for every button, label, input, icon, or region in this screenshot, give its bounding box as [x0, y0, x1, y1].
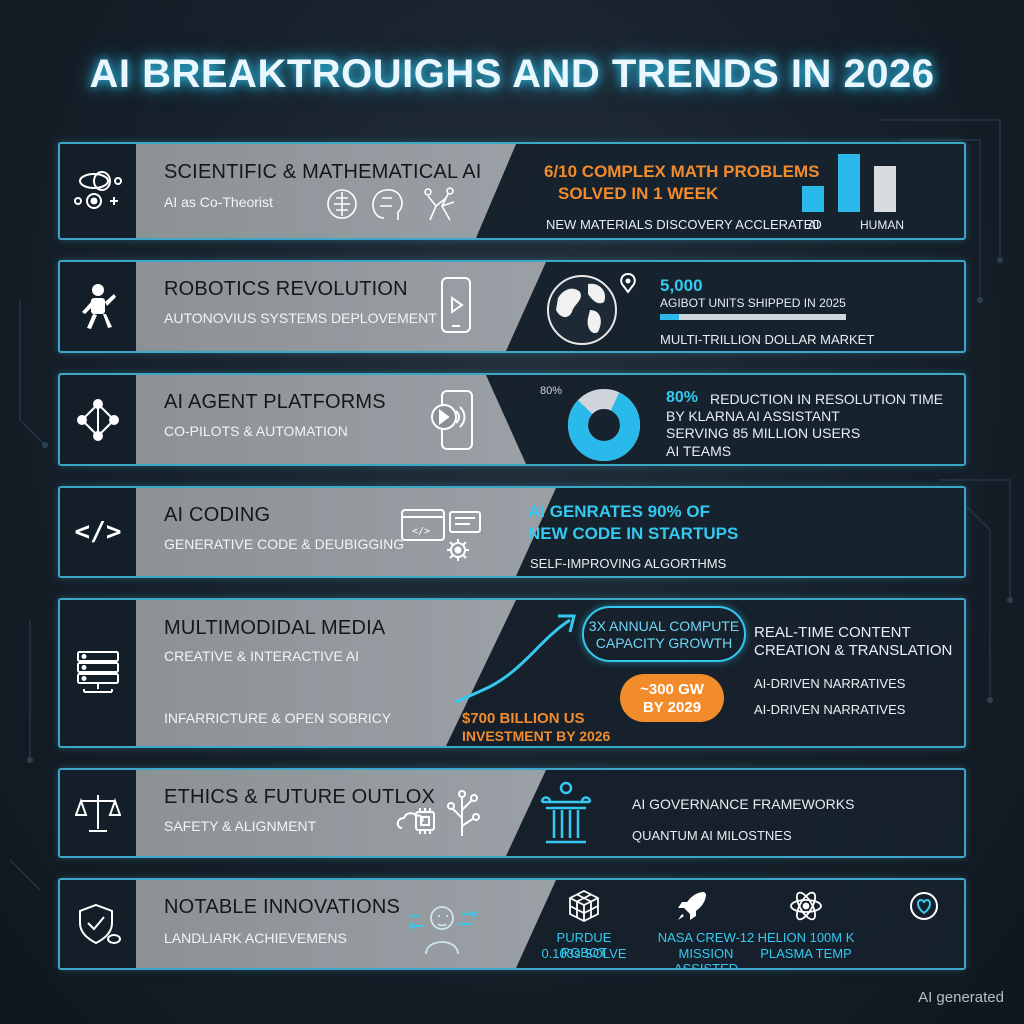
stat-reduction-text: REDUCTION IN RESOLUTION TIME	[710, 391, 944, 407]
stat-line: SERVING 85 MILLION USERS	[666, 425, 861, 441]
row-multimodal-media: MULTIMODIDAL MEDIA CREATIVE & INTERACTIV…	[58, 598, 966, 748]
row-agent-platforms: AI AGENT PLATFORMS CO-PILOTS & AUTOMATIO…	[58, 373, 966, 466]
note-market: MULTI-TRILLION DOLLAR MARKET	[660, 332, 875, 347]
row-heading: SCIENTIFIC & MATHEMATICAL AI	[164, 161, 482, 183]
stat-code-generation: AI GENRATES 90% OF	[528, 502, 710, 521]
globe-icon	[544, 270, 640, 351]
bar-human	[874, 166, 896, 212]
stat-line: BY KLARNA AI ASSISTANT	[666, 408, 840, 424]
right-note: AI-DRIVEN NARRATIVES	[754, 702, 906, 717]
phone-play-icon	[440, 276, 472, 339]
stat-units: 5,000	[660, 276, 703, 295]
bar-ai-large	[838, 154, 860, 212]
innovation-line: MISSION ASSISTED	[673, 946, 739, 970]
bubble-line: CAPACITY GROWTH	[595, 635, 733, 651]
svg-text:</>: </>	[412, 526, 430, 537]
row-subtitle-secondary: INFARRICTURE & OPEN SOBRICY	[164, 710, 392, 726]
row-heading: ROBOTICS REVOLUTION	[164, 278, 408, 300]
compute-growth-bubble: 3X ANNUAL COMPUTE CAPACITY GROWTH	[582, 606, 746, 662]
row-heading: AI AGENT PLATFORMS	[164, 391, 386, 413]
note-algorithms: SELF-IMPROVING ALGORTHMS	[530, 556, 727, 571]
row-heading: ETHICS & FUTURE OUTLOX	[164, 786, 436, 808]
row-label-panel	[136, 880, 556, 968]
server-icon	[60, 600, 136, 746]
bar-label-ai: AI	[808, 218, 820, 232]
page-title: AI BREAKTROUIGHS AND TRENDS IN 2026	[89, 52, 935, 96]
rocket-icon	[674, 888, 710, 929]
shipment-progress-bar	[660, 314, 846, 320]
person-network-icon	[408, 896, 478, 961]
power-capacity-pill: ~300 GW BY 2029	[620, 674, 724, 722]
row-label-panel	[136, 262, 546, 351]
bar-label-human: HUMAN	[860, 218, 904, 232]
row-heading: MULTIMODIDAL MEDIA	[164, 617, 386, 639]
network-nodes-icon	[60, 375, 136, 464]
row-label-panel	[136, 488, 556, 576]
bubble-line: 3X ANNUAL COMPUTE	[588, 618, 740, 634]
row-subtitle: SAFETY & ALIGNMENT	[164, 818, 317, 834]
atom-gear-icon	[60, 144, 136, 238]
row-robotics: ROBOTICS REVOLUTION AUTONOVIUS SYSTEMS D…	[58, 260, 966, 353]
right-note: AI-DRIVEN NARRATIVES	[754, 676, 906, 691]
stat-investment-year: INVESTMENT BY 2026	[462, 728, 611, 744]
donut-label: 80%	[540, 385, 563, 397]
robot-icon	[60, 262, 136, 351]
innovation-line: 0.103s SOLVE	[541, 946, 627, 961]
row-subtitle: AUTONOVIUS SYSTEMS DEPLOVEMENT	[164, 310, 437, 326]
right-heading: REAL-TIME CONTENT	[754, 624, 911, 641]
row-subtitle: CO-PILOTS & AUTOMATION	[164, 423, 348, 439]
phone-chat-icon	[426, 387, 478, 458]
stat-line: AI TEAMS	[666, 443, 732, 459]
row-subtitle: LANDLIARK ACHIEVEMENS	[164, 930, 347, 946]
atom-icon	[788, 888, 824, 929]
pill-line: ~300 GW	[640, 681, 704, 698]
pill-line: BY 2029	[642, 699, 702, 716]
row-notable-innovations: NOTABLE INNOVATIONS LANDLIARK ACHIEVEMEN…	[58, 878, 966, 970]
row-ethics: ETHICS & FUTURE OUTLOX SAFETY & ALIGNMEN…	[58, 768, 966, 858]
row-heading: NOTABLE INNOVATIONS	[164, 896, 401, 918]
cube-icon	[566, 888, 602, 929]
code-window-gear-icon: </>	[400, 506, 484, 569]
brain-icons	[324, 186, 474, 229]
scales-icon	[60, 770, 136, 856]
row-subtitle: AI as Co-Theorist	[164, 194, 273, 210]
note-materials: NEW MATERIALS DISCOVERY ACCLERATED	[546, 217, 822, 232]
innovation-line: NASA CREW-12	[657, 930, 755, 945]
stat-investment: $700 BILLION US	[462, 710, 585, 727]
stat-reduction-value: 80%	[666, 389, 699, 406]
row-subtitle: GENERATIVE CODE & DEUBIGGING	[164, 536, 405, 552]
row-ai-coding: </> AI CODING GENERATIVE CODE & DEUBIGGI…	[58, 486, 966, 578]
cloud-chip-tree-icon	[396, 788, 488, 845]
note-quantum: QUANTUM AI MILOSTNES	[632, 828, 792, 843]
growth-curve	[452, 610, 582, 711]
right-heading-2: CREATION & TRANSLATION	[754, 642, 953, 659]
stat-governance: AI GOVERNANCE FRAMEWORKS	[632, 796, 855, 812]
row-scientific-ai: SCIENTIFIC & MATHEMATICAL AI AI as Co-Th…	[58, 142, 966, 240]
ai-vs-human-chart	[802, 152, 902, 212]
stat-code-startups: NEW CODE IN STARTUPS	[528, 524, 739, 543]
innovation-line: HELION 100M K	[757, 930, 855, 945]
shield-check-icon	[60, 880, 136, 968]
bar-ai-small	[802, 186, 824, 212]
innovation-line: PURDUE ROBOT	[556, 930, 612, 960]
stat-math-solved: SOLVED IN 1 WEEK	[558, 184, 719, 203]
heart-badge-icon	[906, 888, 942, 929]
ai-generated-watermark: AI generated	[918, 989, 1004, 1006]
row-label-panel	[136, 770, 546, 856]
resolution-donut-chart	[566, 387, 642, 464]
row-label-panel	[136, 600, 516, 746]
shipment-progress-fill	[660, 314, 679, 320]
stat-units-caption: AGIBOT UNITS SHIPPED IN 2025	[660, 296, 846, 310]
row-heading: AI CODING	[164, 504, 271, 526]
code-brackets-icon: </>	[74, 517, 122, 547]
stat-math-problems: 6/10 COMPLEX MATH PROBLEMS	[544, 162, 820, 181]
innovation-line: PLASMA TEMP	[760, 946, 852, 961]
row-subtitle: CREATIVE & INTERACTIVE AI	[164, 648, 360, 664]
pillar-icon	[536, 780, 596, 855]
